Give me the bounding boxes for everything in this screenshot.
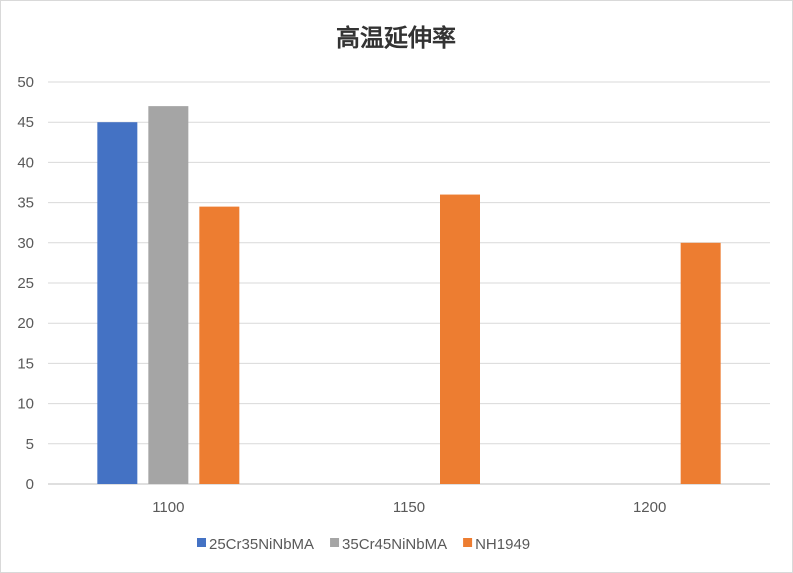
legend-swatch <box>463 538 473 547</box>
bar <box>148 106 189 485</box>
y-tick-label: 45 <box>17 114 34 131</box>
y-tick-label: 25 <box>17 275 34 292</box>
legend-swatch <box>197 538 206 547</box>
bar <box>199 206 240 484</box>
legend-label: NH1949 <box>475 536 530 553</box>
x-tick-label: 1200 <box>633 499 666 516</box>
y-tick-label: 50 <box>17 74 34 91</box>
chart-title: 高温延伸率 <box>336 24 456 52</box>
bar <box>440 194 480 484</box>
y-tick-label: 0 <box>26 476 34 493</box>
bar <box>97 122 138 484</box>
y-tick-label: 20 <box>17 315 34 332</box>
legend-label: 25Cr35NiNbMA <box>209 536 314 553</box>
y-tick-label: 15 <box>17 355 34 372</box>
x-tick-label: 1100 <box>152 499 184 516</box>
x-tick-label: 1150 <box>393 499 425 516</box>
y-tick-label: 30 <box>17 235 34 252</box>
legend-swatch <box>330 538 340 547</box>
y-tick-label: 10 <box>17 396 34 413</box>
y-tick-label: 5 <box>26 436 34 453</box>
bar <box>680 242 721 484</box>
legend-label: 35Cr45NiNbMA <box>342 536 447 553</box>
y-tick-label: 35 <box>17 195 34 212</box>
y-tick-label: 40 <box>17 154 34 171</box>
